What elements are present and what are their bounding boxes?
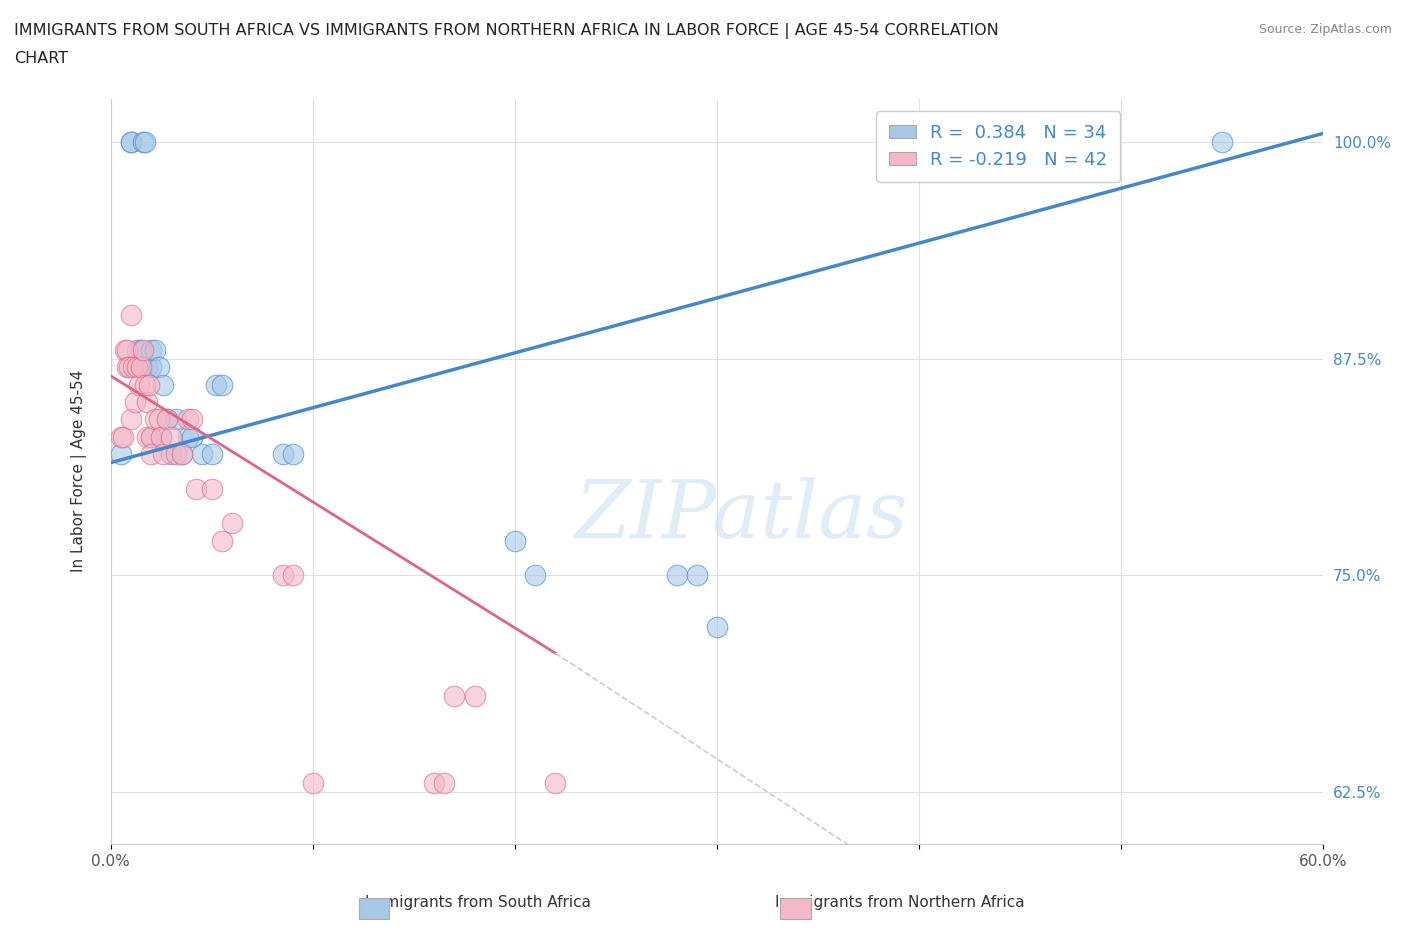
- Point: [165, 446, 187, 461]
- Point: [111, 429, 134, 444]
- Point: [136, 429, 159, 444]
- Point: [110, 446, 132, 461]
- Y-axis label: In Labor Force | Age 45-54: In Labor Force | Age 45-54: [72, 370, 87, 572]
- Point: [141, 342, 163, 357]
- Point: [150, 429, 173, 444]
- Point: [281, 446, 304, 461]
- Point: [148, 360, 170, 375]
- Point: [271, 567, 294, 582]
- Point: [129, 342, 152, 357]
- Point: [115, 360, 138, 375]
- Point: [124, 394, 146, 409]
- Point: [156, 412, 179, 427]
- Point: [114, 342, 136, 357]
- Point: [180, 412, 202, 427]
- Point: [423, 776, 446, 790]
- Point: [136, 394, 159, 409]
- Point: [134, 378, 156, 392]
- Point: [141, 429, 163, 444]
- Point: [503, 533, 526, 548]
- Point: [120, 135, 142, 150]
- Point: [138, 378, 160, 392]
- Point: [1211, 135, 1233, 150]
- Point: [110, 429, 132, 444]
- Point: [170, 446, 193, 461]
- Point: [706, 619, 728, 634]
- Point: [136, 360, 159, 375]
- Text: IMMIGRANTS FROM SOUTH AFRICA VS IMMIGRANTS FROM NORTHERN AFRICA IN LABOR FORCE |: IMMIGRANTS FROM SOUTH AFRICA VS IMMIGRAN…: [14, 23, 998, 39]
- Point: [134, 135, 156, 150]
- Point: [150, 429, 173, 444]
- Point: [143, 342, 166, 357]
- Point: [127, 360, 149, 375]
- Point: [128, 378, 150, 392]
- Point: [184, 481, 207, 496]
- Point: [271, 446, 294, 461]
- Point: [115, 342, 138, 357]
- Point: [443, 689, 465, 704]
- Point: [141, 446, 163, 461]
- Point: [170, 446, 193, 461]
- Text: CHART: CHART: [14, 51, 67, 66]
- Point: [191, 446, 214, 461]
- Text: Immigrants from South Africa: Immigrants from South Africa: [366, 895, 591, 910]
- Point: [211, 378, 233, 392]
- Point: [143, 412, 166, 427]
- Point: [132, 342, 155, 357]
- Point: [129, 360, 152, 375]
- Point: [148, 412, 170, 427]
- Point: [524, 567, 547, 582]
- Point: [665, 567, 688, 582]
- Point: [433, 776, 456, 790]
- Point: [120, 308, 142, 323]
- Point: [180, 429, 202, 444]
- Point: [211, 533, 233, 548]
- Point: [152, 378, 174, 392]
- Text: Source: ZipAtlas.com: Source: ZipAtlas.com: [1258, 23, 1392, 36]
- Point: [122, 360, 145, 375]
- Point: [201, 446, 224, 461]
- Point: [205, 378, 228, 392]
- Point: [165, 412, 187, 427]
- Legend: R =  0.384   N = 34, R = -0.219   N = 42: R = 0.384 N = 34, R = -0.219 N = 42: [876, 112, 1121, 181]
- Point: [129, 360, 152, 375]
- Point: [152, 446, 174, 461]
- Point: [176, 429, 198, 444]
- Point: [544, 776, 567, 790]
- Point: [118, 360, 141, 375]
- Point: [132, 135, 155, 150]
- Point: [127, 342, 149, 357]
- Point: [156, 412, 179, 427]
- Point: [686, 567, 709, 582]
- Point: [281, 567, 304, 582]
- Point: [160, 446, 183, 461]
- Point: [141, 360, 163, 375]
- Text: ZIPatlas: ZIPatlas: [575, 477, 908, 554]
- Point: [120, 135, 142, 150]
- Point: [120, 412, 142, 427]
- Point: [141, 429, 163, 444]
- Point: [201, 481, 224, 496]
- Point: [302, 776, 325, 790]
- Point: [176, 412, 198, 427]
- Point: [221, 516, 243, 531]
- Text: Immigrants from Northern Africa: Immigrants from Northern Africa: [775, 895, 1025, 910]
- Point: [160, 429, 183, 444]
- Point: [464, 689, 486, 704]
